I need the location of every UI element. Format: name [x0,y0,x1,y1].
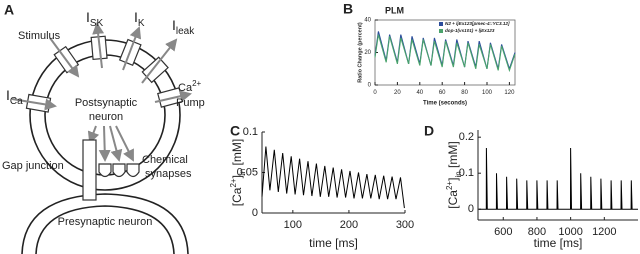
y-label-part: [Ca [230,187,244,206]
current-main: I [86,9,90,25]
legend-swatch [439,22,443,26]
y-axis-label: Ratio Change (percent) [357,22,363,83]
series-line [374,34,516,73]
current-label: ISK [86,9,104,29]
x-tick-label: 80 [461,90,468,96]
y-tick-label: 0 [368,83,372,89]
series-line [261,146,405,209]
pump-ion: Ca2+ [178,79,202,94]
chemical-synapses [98,163,140,178]
synapses-label: Chemical [142,154,188,166]
panel-letter: B [343,1,353,17]
y-label-part: [mM] [446,141,460,171]
pump-label: Pump [176,97,205,109]
gap-junction-label: Gap junction [2,160,64,172]
y-tick-label: 0 [252,207,258,219]
synapse [98,163,112,178]
x-tick-label: 1000 [558,226,582,238]
x-tick-label: 1200 [592,226,616,238]
y-tick-label: 0.1 [459,167,474,179]
current-label: ICa [6,87,23,107]
arrow [98,125,111,162]
y-tick-label: 0.2 [459,131,474,143]
y-tick-label: 0 [468,203,474,215]
x-tick-label: 100 [284,219,302,231]
x-tick-label: 0 [373,90,377,96]
arrow [141,38,178,84]
current-main: I [172,17,176,33]
legend-label: N2 + ljEx123[pmec-4::YC3.12] [445,21,510,26]
y-axis-label: [Ca2+]in [mM] [229,139,247,206]
chart-panel: C 100 200 300 0 0.05 0.1 time [ms] [Ca2+]in [mM] [229,123,415,250]
synapse [126,163,140,178]
arrow [115,125,134,162]
synapse [112,163,126,178]
y-tick-label: 20 [364,50,371,56]
x-tick-label: 800 [528,226,546,238]
x-axis-label: time [ms] [534,236,583,250]
stimulus-label: Stimulus [18,30,61,42]
x-tick-label: 100 [482,90,493,96]
panel-letter: C [230,123,240,139]
y-label-part: 2+ [445,181,454,190]
x-tick-label: 40 [416,90,423,96]
postsynaptic-label: Postsynaptic [75,97,138,109]
arrow [154,90,192,103]
x-tick-label: 60 [439,90,446,96]
arrow [92,22,105,69]
diagram-panel: A [2,2,205,254]
current-sub: leak [176,26,195,37]
gap-junction [82,139,97,201]
presynaptic-label: Presynaptic neuron [58,216,153,228]
y-label-part: ] [446,178,460,181]
current-main: I [134,9,138,25]
y-tick-label: 0.05 [237,166,258,178]
y-label-part: in [454,171,463,177]
series-line [478,147,638,210]
y-label-part: [Ca [446,190,460,209]
legend-swatch [439,29,443,33]
current-label: IK [134,9,145,29]
presynaptic-membrane [21,193,189,254]
presynaptic-membrane-inner [35,205,175,254]
x-tick-label: 600 [494,226,512,238]
series-line [374,31,516,71]
x-tick-label: 200 [340,219,358,231]
y-label-part: [mM] [230,139,244,169]
arrow [11,98,57,111]
x-tick-label: 300 [396,219,414,231]
panel-letter: D [424,123,434,139]
current-label: Ileak [172,17,195,37]
arrow [87,125,100,144]
y-tick-label: 0.1 [243,126,258,138]
current-sub: K [138,18,145,29]
x-tick-label: 120 [504,90,515,96]
x-axis-label: time [ms] [309,236,358,250]
y-axis-label: [Ca2+]in [mM] [445,141,463,208]
arrow [122,26,142,71]
postsynaptic-label: neuron [89,111,123,123]
legend-label: dop-1(vs101) + ljEx123 [445,28,495,33]
current-main: I [6,87,10,103]
current-sub: SK [90,18,104,29]
y-label-part: ] [230,175,244,178]
panel-letter: A [4,2,14,18]
y-label-part: in [238,169,247,175]
charge: 2+ [192,79,201,88]
synapses-label: synapses [145,168,192,180]
arrow [109,125,123,162]
chart-title: PLM [385,5,404,15]
y-label-part: 2+ [229,178,238,187]
current-sub: Ca [10,96,23,107]
arrow [49,37,80,78]
x-tick-label: 20 [394,90,401,96]
x-axis-label: Time (seconds) [423,101,467,107]
ion: Ca [178,82,193,94]
chart-panel: D 600 800 1000 1200 0 0.1 0.2 time [ms] [Ca2+]in … [424,123,638,250]
y-tick-label: 40 [364,18,371,24]
